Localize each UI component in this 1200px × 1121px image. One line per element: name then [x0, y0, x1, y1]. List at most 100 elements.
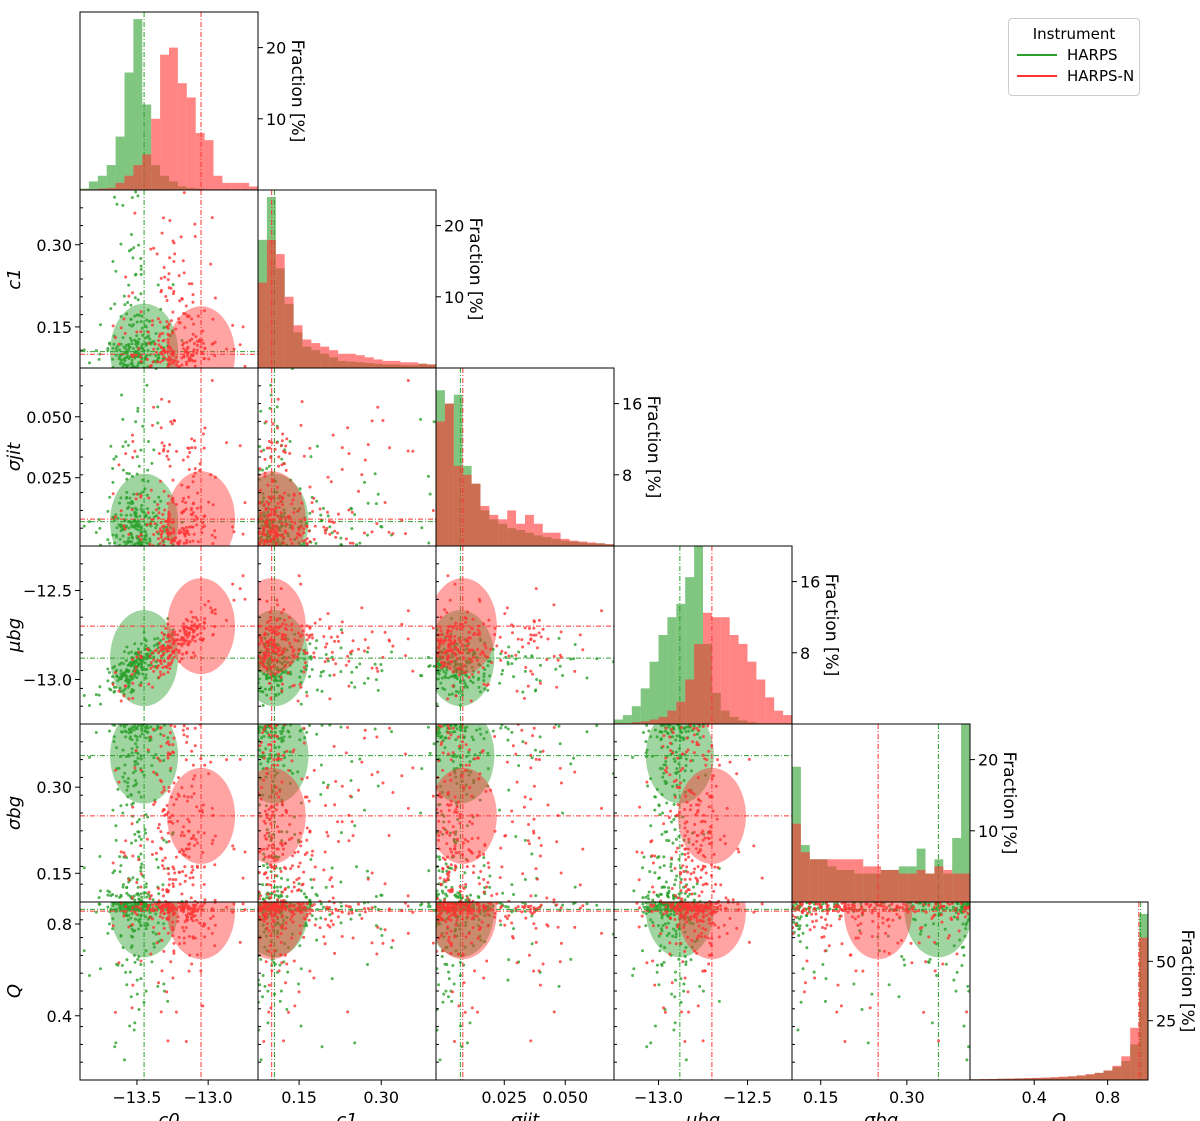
- point-harps-n-mu_bg-sigma_bg-166: [707, 749, 711, 753]
- hist-bar-harps-n-mu_bg-2: [631, 722, 641, 724]
- point-harps-sigma_jit-mu_bg-334: [444, 676, 448, 680]
- point-harps-c0-sigma_jit-30: [148, 539, 152, 543]
- hist-tick-label-Q-0: 25: [1156, 1012, 1176, 1031]
- point-harps-c0-sigma_jit-296: [138, 514, 142, 518]
- point-harps-c0-mu_bg-404: [139, 662, 143, 666]
- point-harps-mu_bg-sigma_bg-236: [647, 890, 651, 894]
- point-harps-c1-mu_bg-66: [379, 662, 383, 666]
- point-harps-n-c0-sigma_jit-236: [157, 511, 161, 515]
- point-harps-n-mu_bg-sigma_bg-86: [703, 820, 707, 824]
- point-harps-n-mu_bg-sigma_bg-410: [707, 837, 711, 841]
- point-harps-n-mu_bg-sigma_bg-164: [737, 850, 741, 854]
- point-harps-n-sigma_jit-sigma_bg-218: [449, 758, 453, 762]
- point-harps-n-c0-sigma_bg-238: [195, 864, 199, 868]
- point-harps-n-c1-mu_bg-170: [279, 587, 283, 591]
- point-harps-n-sigma_jit-sigma_bg-84: [537, 758, 541, 762]
- point-harps-n-c1-sigma_bg-294: [276, 763, 280, 767]
- hist-bar-harps-n-Q-8: [1041, 1077, 1051, 1080]
- point-harps-c1-sigma_jit-324: [308, 511, 312, 515]
- point-harps-mu_bg-sigma_bg-304: [658, 766, 662, 770]
- point-harps-c1-sigma_jit-186: [267, 464, 271, 468]
- point-harps-n-c1-sigma_jit-240: [258, 467, 262, 471]
- point-harps-n-c0-Q-208: [113, 1010, 117, 1014]
- point-harps-n-mu_bg-sigma_bg-150: [698, 848, 702, 852]
- point-harps-sigma_jit-mu_bg-8: [477, 685, 481, 689]
- point-harps-n-c1-sigma_bg-40: [262, 756, 266, 760]
- point-harps-c1-sigma_bg-112: [355, 865, 359, 869]
- point-harps-n-c1-mu_bg-74: [277, 653, 281, 657]
- point-harps-n-c0-mu_bg-84: [225, 618, 229, 622]
- hist-bar-harps-c0-2: [97, 175, 107, 190]
- point-harps-c0-c1-16: [140, 326, 144, 330]
- point-harps-n-c1-sigma_jit-216: [363, 458, 367, 462]
- point-harps-c0-Q-404: [139, 913, 143, 917]
- point-harps-c1-sigma_jit-96: [258, 445, 262, 449]
- point-harps-c0-sigma_jit-110: [121, 534, 125, 538]
- point-harps-n-c0-c1-300: [160, 231, 164, 235]
- point-harps-n-c1-mu_bg-278: [387, 638, 391, 642]
- point-harps-c0-mu_bg-210: [171, 628, 175, 632]
- point-harps-n-c1-sigma_jit-64: [381, 419, 385, 423]
- point-harps-mu_bg-sigma_bg-352: [687, 840, 691, 844]
- point-harps-n-c1-sigma_jit-294: [276, 514, 280, 518]
- point-harps-c0-mu_bg-204: [118, 686, 122, 690]
- point-harps-n-sigma_jit-mu_bg-248: [535, 646, 539, 650]
- scatter-panel-c0-mu_bg: [79, 545, 259, 725]
- hist-frame-Q: [969, 901, 1149, 1081]
- point-harps-n-mu_bg-sigma_bg-402: [679, 880, 683, 884]
- point-harps-n-c1-sigma_bg-212: [400, 774, 404, 778]
- point-harps-n-sigma_jit-mu_bg-168: [556, 658, 560, 662]
- hist-bar-harps-n-Q-7: [1032, 1077, 1042, 1080]
- point-harps-n-c1-sigma_bg-6: [318, 899, 322, 902]
- hist-bar-harps-n-sigma_jit-15: [569, 540, 579, 546]
- point-harps-c0-sigma_bg-388: [136, 756, 140, 760]
- point-harps-n-sigma_jit-mu_bg-244: [470, 659, 474, 663]
- point-harps-mu_bg-sigma_bg-402: [683, 898, 687, 902]
- point-harps-n-c1-mu_bg-4: [311, 636, 315, 640]
- point-harps-c1-mu_bg-398: [297, 652, 301, 656]
- point-harps-n-c1-sigma_jit-232: [298, 492, 302, 496]
- point-harps-n-c1-sigma_jit-274: [322, 525, 326, 529]
- point-harps-n-c0-sigma_bg-18: [202, 882, 206, 886]
- point-harps-c0-sigma_bg-378: [144, 891, 148, 895]
- point-harps-c1-sigma_bg-324: [308, 898, 312, 902]
- point-harps-c0-sigma_bg-80: [150, 764, 154, 768]
- point-harps-n-mu_bg-sigma_bg-32: [713, 865, 717, 869]
- point-harps-c0-sigma_jit-96: [121, 445, 125, 449]
- point-harps-n-c0-c1-304: [162, 355, 166, 359]
- point-harps-c1-sigma_bg-242: [303, 736, 307, 740]
- point-harps-n-sigma_jit-mu_bg-342: [445, 658, 449, 662]
- point-harps-n-mu_bg-sigma_bg-378: [668, 809, 672, 813]
- point-harps-c0-mu_bg-162: [141, 667, 145, 671]
- point-harps-n-c1-sigma_bg-278: [387, 834, 391, 838]
- point-harps-n-sigma_jit-sigma_bg-408: [470, 794, 474, 798]
- point-harps-n-sigma_jit-mu_bg-154: [451, 626, 455, 630]
- point-harps-n-c0-c1-312: [166, 278, 170, 282]
- hist-bar-harps-n-c0-14: [204, 140, 214, 190]
- point-harps-c0-sigma_jit-102: [118, 501, 122, 505]
- point-harps-n-c1-sigma_jit-60: [292, 511, 296, 515]
- point-harps-n-c0-mu_bg-244: [163, 659, 167, 663]
- point-harps-sigma_jit-sigma_bg-220: [482, 856, 486, 860]
- point-harps-n-c0-sigma_jit-406: [188, 450, 192, 454]
- point-harps-c0-mu_bg-378: [144, 667, 148, 671]
- point-harps-mu_bg-sigma_bg-336: [644, 740, 648, 744]
- point-harps-n-c1-sigma_bg-18: [266, 882, 270, 886]
- point-harps-n-c1-sigma_bg-132: [267, 743, 271, 747]
- point-harps-n-c0-Q-6: [184, 926, 188, 930]
- point-harps-n-c0-c1-200: [158, 332, 162, 336]
- point-harps-mu_bg-sigma_bg-212: [666, 745, 670, 749]
- point-harps-sigma_jit-sigma_bg-384: [456, 818, 460, 822]
- point-harps-n-c0-mu_bg-96: [155, 666, 159, 670]
- point-harps-c0-mu_bg-386: [129, 678, 133, 682]
- point-harps-n-sigma_jit-mu_bg-318: [443, 608, 447, 612]
- point-harps-c1-sigma_bg-252: [373, 727, 377, 731]
- point-harps-n-mu_bg-sigma_bg-296: [667, 816, 671, 820]
- point-harps-n-c0-c1-342: [152, 347, 156, 351]
- point-harps-c0-sigma_jit-360: [111, 466, 115, 470]
- point-harps-c1-sigma_bg-6: [262, 857, 266, 861]
- point-harps-n-c1-sigma_jit-394: [262, 529, 266, 533]
- point-harps-sigma_jit-sigma_bg-268: [448, 831, 452, 835]
- point-harps-n-c0-c1-350: [161, 339, 165, 343]
